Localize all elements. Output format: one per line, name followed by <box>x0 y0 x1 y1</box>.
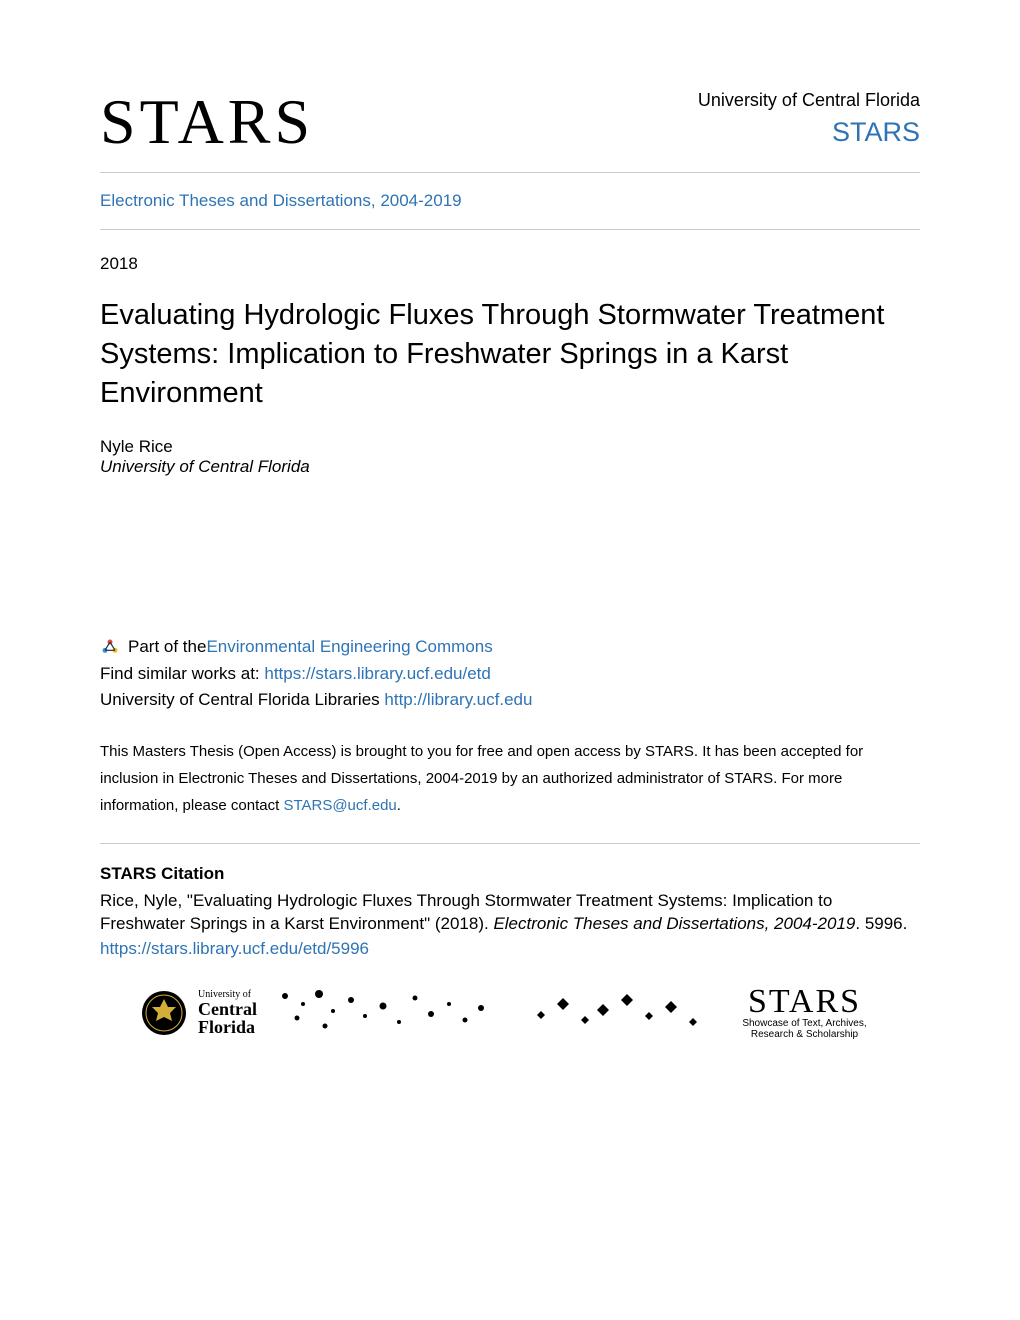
commons-prefix: Part of the <box>128 637 206 657</box>
ucf-central-text: Central <box>198 1000 257 1018</box>
network-icon <box>100 637 120 657</box>
commons-row: Part of the Environmental Engineering Co… <box>100 637 920 657</box>
citation-text: Rice, Nyle, "Evaluating Hydrologic Fluxe… <box>100 890 920 936</box>
university-name: University of Central Florida <box>698 90 920 111</box>
disclaimer-after: . <box>397 797 401 814</box>
document-title: Evaluating Hydrologic Fluxes Through Sto… <box>100 296 920 413</box>
citation-series: Electronic Theses and Dissertations, 200… <box>493 914 855 933</box>
similar-prefix: Find similar works at: <box>100 664 264 683</box>
disclaimer-text: This Masters Thesis (Open Access) is bro… <box>100 738 920 844</box>
libraries-prefix: University of Central Florida Libraries <box>100 690 384 709</box>
footer: University of Central Florida <box>100 986 920 1041</box>
citation-heading: STARS Citation <box>100 864 920 884</box>
similar-works-link[interactable]: https://stars.library.ucf.edu/etd <box>264 664 490 683</box>
header-right: University of Central Florida STARS <box>698 90 920 148</box>
publication-year: 2018 <box>100 254 920 274</box>
stars-footer-logo: STARS <box>729 987 880 1018</box>
citation-suffix: . 5996. <box>855 914 907 933</box>
libraries-row: University of Central Florida Libraries … <box>100 687 920 713</box>
stars-repository-link[interactable]: STARS <box>832 117 920 147</box>
dots-trail-left-icon <box>275 986 495 1041</box>
footer-right: STARS Showcase of Text, Archives, Resear… <box>513 986 880 1041</box>
ucf-florida-text: Florida <box>198 1018 257 1036</box>
similar-works-row: Find similar works at: https://stars.lib… <box>100 661 920 687</box>
stars-subtitle: Showcase of Text, Archives, Research & S… <box>729 1018 880 1040</box>
contact-email-link[interactable]: STARS@ucf.edu <box>283 797 396 814</box>
commons-link[interactable]: Environmental Engineering Commons <box>206 637 492 657</box>
stars-logo: STARS <box>100 90 314 154</box>
collection-row: Electronic Theses and Dissertations, 200… <box>100 191 920 230</box>
ucf-seal-icon <box>140 989 188 1037</box>
author-name: Nyle Rice <box>100 437 920 457</box>
disclaimer-before: This Masters Thesis (Open Access) is bro… <box>100 743 863 814</box>
header: STARS University of Central Florida STAR… <box>100 90 920 173</box>
dots-trail-right-icon <box>531 986 711 1041</box>
stars-footer-block: STARS Showcase of Text, Archives, Resear… <box>729 987 880 1040</box>
footer-left: University of Central Florida <box>140 986 513 1041</box>
collection-link[interactable]: Electronic Theses and Dissertations, 200… <box>100 191 462 210</box>
ucf-text: University of Central Florida <box>198 990 257 1036</box>
citation-url-link[interactable]: https://stars.library.ucf.edu/etd/5996 <box>100 939 369 958</box>
libraries-link[interactable]: http://library.ucf.edu <box>384 690 532 709</box>
author-affiliation: University of Central Florida <box>100 457 920 477</box>
